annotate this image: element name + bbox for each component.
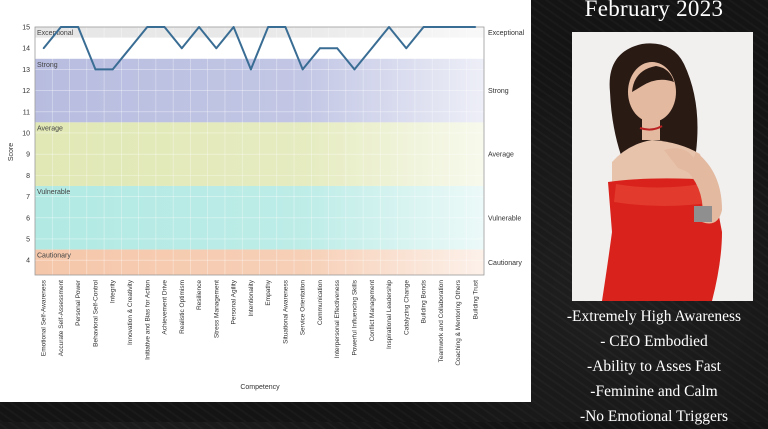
- y-axis-label: Score: [8, 143, 15, 161]
- x-tick-label: Coaching & Mentoring Others: [455, 279, 462, 365]
- band-legend-vulnerable: Vulnerable: [488, 215, 521, 222]
- x-axis-ticks: Emotional Self-Awareness Accurate Self-As…: [41, 279, 480, 365]
- band-label-average: Average: [37, 125, 63, 132]
- y-tick-label: 8: [26, 173, 30, 180]
- portrait-photo: [572, 32, 753, 301]
- data-point: [94, 68, 97, 71]
- data-point: [60, 26, 62, 28]
- data-point: [457, 26, 459, 28]
- x-tick-label: Personal Agility: [231, 279, 238, 324]
- woman-in-red-dress-image: [572, 32, 753, 301]
- x-tick-label: Stress Management: [213, 280, 220, 338]
- x-tick-label: Service Orientation: [300, 280, 307, 336]
- score-line: [42, 26, 476, 71]
- x-tick-label: Conflict Management: [369, 280, 376, 342]
- y-tick-label: 9: [26, 152, 30, 159]
- data-point: [163, 26, 166, 28]
- x-tick-label: Behavioral Self-Control: [92, 279, 99, 346]
- plot-border: [34, 26, 485, 276]
- y-tick-label: 4: [26, 258, 30, 265]
- x-tick-label: Catalyzing Change: [403, 280, 410, 335]
- band-label-strong: Strong: [37, 62, 58, 69]
- score-series: [42, 26, 477, 71]
- slide-title: February 2023: [584, 0, 724, 21]
- y-axis-ticks: 4 5 6 7 8 9 10 11 12 13 14 15: [22, 25, 30, 265]
- x-tick-label: Building Bonds: [421, 279, 428, 323]
- competency-line-chart: Exceptional Strong Average Vulnerable Cautio…: [8, 25, 525, 392]
- profile-column: February 2023 -Extremely High Awareness …: [540, 0, 768, 425]
- x-tick-label: Accurate Self-Assessment: [58, 280, 65, 356]
- band-label-cautionary: Cautionary: [37, 253, 71, 260]
- data-point: [146, 26, 149, 28]
- x-tick-label: Personal Power: [75, 279, 82, 326]
- data-point: [405, 47, 408, 50]
- data-point: [77, 26, 80, 28]
- data-point: [249, 68, 252, 71]
- data-point: [267, 26, 270, 28]
- band-legend-right: Exceptional Strong Average Vulnerable Cautio…: [488, 30, 525, 267]
- data-point: [198, 26, 200, 28]
- x-tick-label: Integrity: [110, 279, 117, 303]
- band-legend-average: Average: [488, 152, 514, 159]
- trait-item: -Extremely High Awareness: [566, 308, 742, 325]
- x-tick-label: Powerful Influencing Skills: [351, 279, 358, 355]
- band-label-vulnerable: Vulnerable: [37, 189, 70, 196]
- y-tick-label: 7: [26, 194, 30, 201]
- data-point: [284, 26, 287, 28]
- y-tick-label: 11: [23, 109, 30, 116]
- y-tick-label: 12: [22, 88, 30, 95]
- data-point: [388, 26, 390, 28]
- data-point: [42, 47, 45, 50]
- data-point: [232, 26, 235, 28]
- trait-item: -Feminine and Calm: [590, 383, 718, 400]
- x-tick-label: Inspirational Leadership: [386, 280, 393, 349]
- band-legend-exceptional: Exceptional: [488, 30, 525, 37]
- x-tick-label: Resilience: [196, 280, 203, 310]
- x-tick-label: Building Trust: [472, 280, 479, 320]
- data-point: [129, 47, 131, 50]
- data-point: [422, 26, 425, 28]
- data-point: [353, 68, 356, 71]
- x-tick-label: Initiative and Bias for Action: [144, 280, 151, 360]
- y-tick-label: 5: [26, 236, 30, 243]
- x-tick-label: Teamwork and Collaboration: [438, 280, 445, 363]
- y-tick-label: 10: [22, 130, 30, 137]
- band-legend-strong: Strong: [488, 88, 509, 95]
- trait-item: -Ability to Asses Fast: [587, 358, 721, 375]
- data-point: [111, 68, 114, 71]
- x-tick-label: Interpersonal Effectiveness: [334, 279, 341, 358]
- data-point: [474, 26, 477, 28]
- data-point: [180, 47, 183, 50]
- trait-item: - CEO Embodied: [600, 333, 708, 350]
- trait-list: -Extremely High Awareness - CEO Embodied…: [540, 304, 768, 429]
- data-point: [336, 47, 339, 50]
- band-legend-cautionary: Cautionary: [488, 260, 522, 267]
- data-point: [215, 47, 218, 50]
- chart-panel: Exceptional Strong Average Vulnerable Cautio…: [0, 0, 531, 402]
- trait-item: -No Emotional Triggers: [579, 408, 729, 425]
- x-tick-label: Realistic Optimism: [179, 280, 186, 334]
- data-point: [301, 68, 304, 71]
- data-point: [370, 47, 373, 50]
- x-tick-label: Innovation & Creativity: [127, 279, 134, 345]
- y-tick-label: 14: [22, 46, 30, 53]
- x-tick-label: Emotional Self-Awareness: [41, 279, 48, 356]
- x-tick-label: Intentionality: [248, 279, 255, 316]
- x-axis-label: Competency: [240, 384, 280, 391]
- data-point: [439, 26, 442, 28]
- y-tick-label: 13: [22, 67, 30, 74]
- x-tick-label: Situational Awareness: [282, 279, 289, 344]
- x-tick-label: Communication: [317, 280, 324, 326]
- y-tick-label: 6: [26, 215, 30, 222]
- y-tick-label: 15: [22, 25, 30, 32]
- x-tick-label: Empathy: [265, 279, 272, 305]
- x-tick-label: Achievement Drive: [162, 280, 169, 335]
- data-point: [319, 47, 321, 50]
